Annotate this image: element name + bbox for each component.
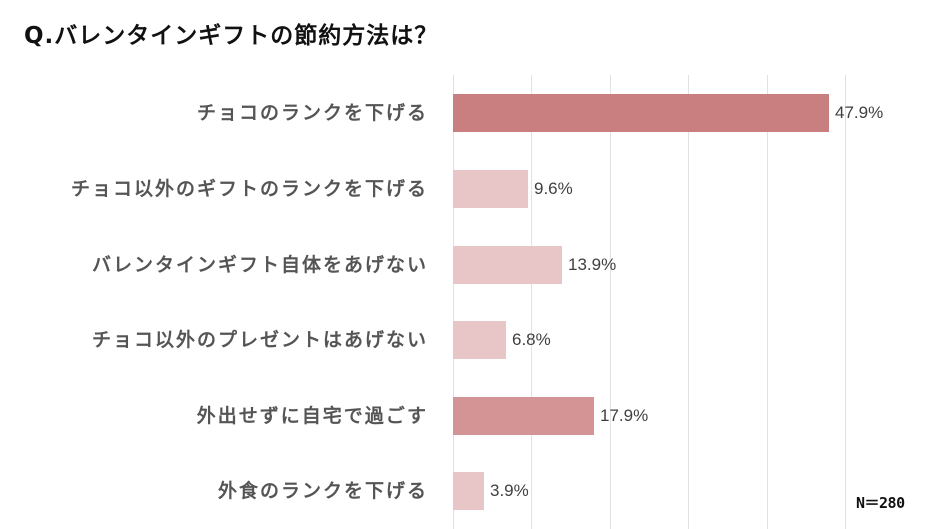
value-label: 3.9% xyxy=(490,481,529,500)
value-label: 9.6% xyxy=(534,179,573,198)
value-label: 17.9% xyxy=(600,406,649,425)
gridline-10 xyxy=(531,75,532,529)
category-label: チョコのランクを下げる xyxy=(196,102,428,124)
category-label: 外出せずに自宅で過ごす xyxy=(196,405,428,427)
bar xyxy=(453,321,506,359)
chart-title: Q.バレンタインギフトの節約方法は？ xyxy=(24,23,439,49)
gridline-50 xyxy=(845,75,846,529)
category-label: チョコ以外のプレゼントはあげない xyxy=(91,329,428,351)
gridline-0 xyxy=(453,75,454,529)
bar xyxy=(453,246,562,284)
value-label: 6.8% xyxy=(512,330,551,349)
gridline-20 xyxy=(610,75,611,529)
bar xyxy=(453,397,594,435)
gridline-40 xyxy=(767,75,768,529)
bar xyxy=(453,170,528,208)
value-label: 13.9% xyxy=(568,255,617,274)
value-label: 47.9% xyxy=(835,103,884,122)
bar xyxy=(453,94,829,132)
sample-size-note: N＝280 xyxy=(856,494,905,512)
category-label: 外食のランクを下げる xyxy=(217,480,428,502)
gridline-30 xyxy=(688,75,689,529)
category-label: チョコ以外のギフトのランクを下げる xyxy=(70,178,428,200)
bar xyxy=(453,472,484,510)
category-label: バレンタインギフト自体をあげない xyxy=(91,254,428,276)
plot-area xyxy=(453,75,925,529)
